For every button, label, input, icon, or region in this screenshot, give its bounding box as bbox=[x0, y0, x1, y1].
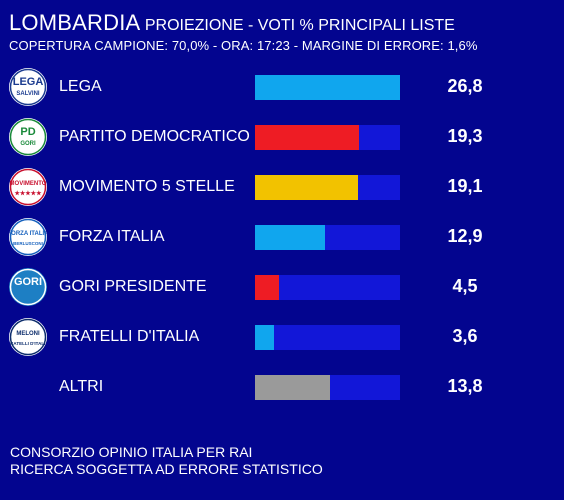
chart-subtitle: PROIEZIONE - VOTI % PRINCIPALI LISTE bbox=[144, 17, 455, 34]
data-label: 26,8 bbox=[447, 76, 483, 96]
svg-text:GORI: GORI bbox=[14, 276, 42, 288]
movimento-5-stelle-logo: MOVIMENTO ★★★★★ bbox=[9, 168, 47, 206]
partito-democratico-gori-logo: PD GORI bbox=[9, 118, 47, 156]
svg-text:MOVIMENTO: MOVIMENTO bbox=[10, 181, 47, 187]
bar-track bbox=[255, 225, 400, 250]
bar-track bbox=[255, 75, 400, 100]
chart-row: PD GORI PARTITO DEMOCRATICO 19,3 bbox=[0, 113, 564, 163]
chart-row: MELONI FRATELLI D'ITALIA FRATELLI D'ITALIA… bbox=[0, 313, 564, 363]
data-label: 3,6 bbox=[452, 326, 478, 346]
svg-text:LEGA: LEGA bbox=[13, 76, 44, 88]
data-label: 12,9 bbox=[447, 226, 483, 246]
chart-row: FORZA ITALIA BERLUSCONI FORZA ITALIA 12,9 bbox=[0, 213, 564, 263]
header: LOMBARDIA PROIEZIONE - VOTI % PRINCIPALI… bbox=[9, 10, 478, 53]
svg-text:★★★★★: ★★★★★ bbox=[15, 190, 43, 197]
bar-track bbox=[255, 125, 400, 150]
gori-presidente-logo: GORI bbox=[9, 268, 47, 306]
bar-track bbox=[255, 325, 400, 350]
chart-row: GORI GORI PRESIDENTE 4,5 bbox=[0, 263, 564, 313]
data-label: 19,3 bbox=[447, 126, 483, 146]
svg-text:FORZA ITALIA: FORZA ITALIA bbox=[9, 231, 47, 237]
bar bbox=[255, 275, 279, 300]
bar bbox=[255, 375, 330, 400]
lega-salvini-logo: LEGA SALVINI bbox=[9, 68, 47, 106]
forza-italia-berlusconi-logo: FORZA ITALIA BERLUSCONI bbox=[9, 218, 47, 256]
bar bbox=[255, 75, 400, 100]
svg-text:GORI: GORI bbox=[20, 141, 36, 147]
chart-row: MOVIMENTO ★★★★★ MOVIMENTO 5 STELLE 19,1 bbox=[0, 163, 564, 213]
bar-track bbox=[255, 375, 400, 400]
category-label: PARTITO DEMOCRATICO bbox=[59, 128, 250, 145]
svg-text:SALVINI: SALVINI bbox=[16, 91, 40, 97]
category-label: GORI PRESIDENTE bbox=[59, 278, 207, 295]
coverage-info: COPERTURA CAMPIONE: 70,0% - ORA: 17:23 -… bbox=[9, 38, 478, 53]
bar bbox=[255, 175, 358, 200]
data-label: 13,8 bbox=[447, 376, 483, 396]
footer: CONSORZIO OPINIO ITALIA PER RAI RICERCA … bbox=[10, 444, 323, 478]
category-label: FORZA ITALIA bbox=[59, 228, 165, 245]
bar bbox=[255, 325, 274, 350]
bar-track bbox=[255, 275, 400, 300]
svg-text:BERLUSCONI: BERLUSCONI bbox=[13, 241, 43, 246]
category-label: MOVIMENTO 5 STELLE bbox=[59, 178, 235, 195]
category-label: LEGA bbox=[59, 78, 102, 95]
category-label: FRATELLI D'ITALIA bbox=[59, 328, 200, 345]
chart-row: LEGA SALVINI LEGA 26,8 bbox=[0, 63, 564, 113]
data-label: 19,1 bbox=[447, 176, 483, 196]
svg-text:PD: PD bbox=[20, 126, 35, 138]
svg-text:MELONI: MELONI bbox=[16, 331, 40, 337]
title-line: LOMBARDIA PROIEZIONE - VOTI % PRINCIPALI… bbox=[9, 10, 478, 39]
bar bbox=[255, 125, 359, 150]
bar bbox=[255, 225, 325, 250]
chart-row: ALTRI 13,8 bbox=[0, 363, 564, 413]
fratelli-d-italia-meloni-logo: MELONI FRATELLI D'ITALIA bbox=[9, 318, 47, 356]
bar-track bbox=[255, 175, 400, 200]
region-title: LOMBARDIA bbox=[9, 10, 141, 35]
category-label: ALTRI bbox=[59, 378, 104, 395]
data-label: 4,5 bbox=[452, 276, 478, 296]
footer-source: CONSORZIO OPINIO ITALIA PER RAI bbox=[10, 444, 253, 460]
footer-disclaimer: RICERCA SOGGETTA AD ERRORE STATISTICO bbox=[10, 461, 323, 477]
svg-text:FRATELLI D'ITALIA: FRATELLI D'ITALIA bbox=[9, 341, 47, 346]
